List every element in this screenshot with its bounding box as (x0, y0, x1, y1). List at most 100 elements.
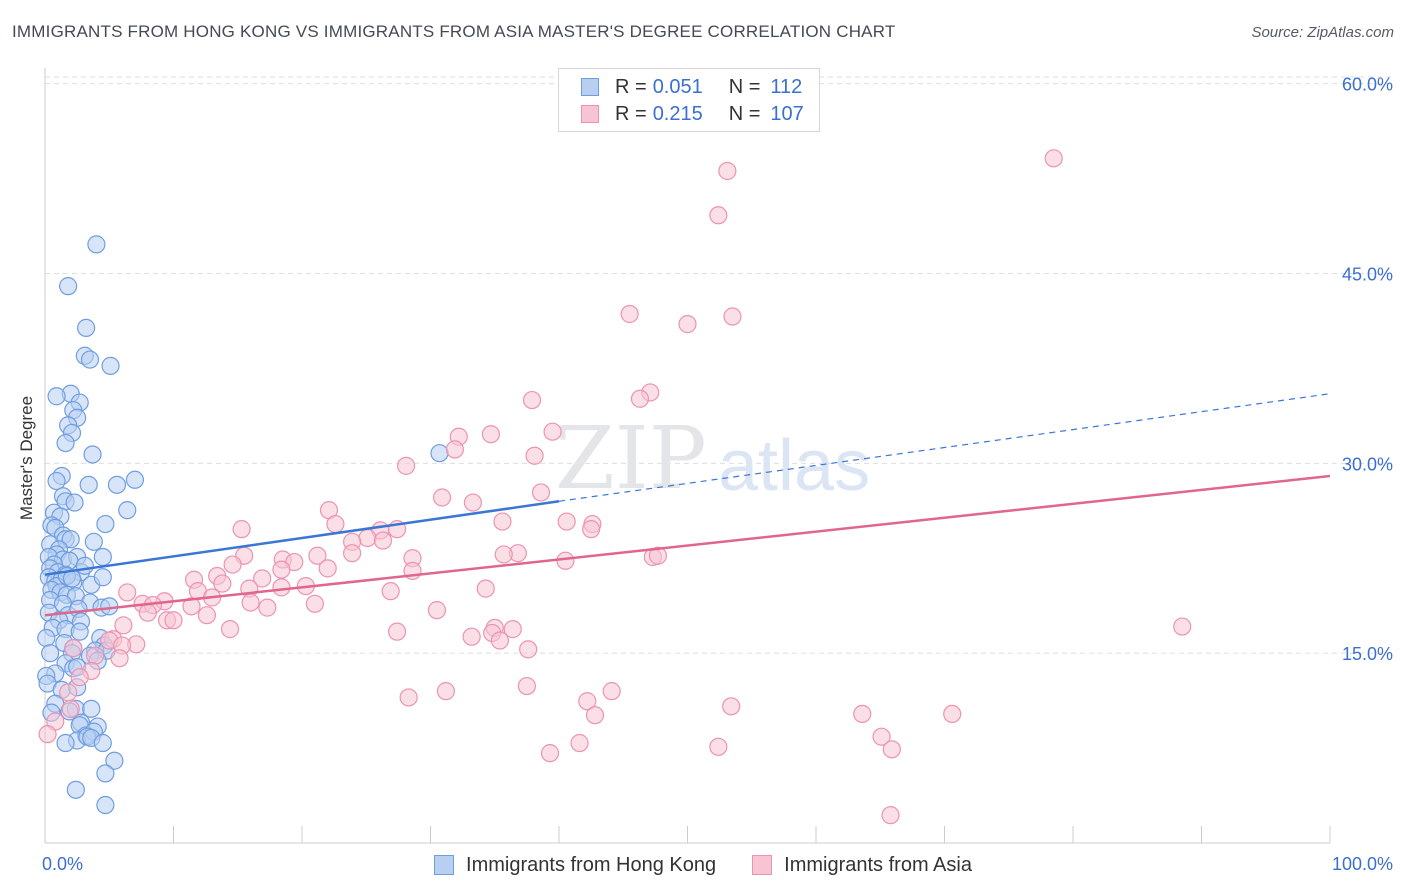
data-point (41, 644, 60, 663)
data-point (47, 471, 66, 491)
data-point (118, 583, 137, 602)
data-point (59, 277, 78, 296)
data-point (582, 520, 601, 539)
data-point (522, 390, 542, 410)
data-point (630, 389, 650, 408)
data-point (70, 622, 89, 641)
data-point (463, 493, 483, 512)
data-point (114, 616, 133, 635)
n-label: N = (728, 102, 761, 125)
data-point (436, 682, 456, 701)
data-point (64, 639, 83, 658)
chart-title: IMMIGRANTS FROM HONG KONG VS IMMIGRANTS … (12, 22, 896, 41)
correlation-legend: R = 0.051 N = 112 R = 0.215 N = 107 (558, 68, 820, 132)
trend-line-asia (44, 474, 1331, 617)
data-point (164, 611, 183, 630)
data-point (490, 631, 509, 650)
data-point (56, 433, 75, 453)
n-label: N = (728, 75, 761, 98)
data-point (80, 350, 100, 369)
data-point (493, 512, 512, 531)
data-point (722, 697, 741, 716)
data-point (272, 560, 291, 579)
legend-swatch-blue (434, 855, 455, 875)
r-value: 0.051 (652, 75, 703, 98)
data-point (648, 546, 668, 565)
data-point (481, 425, 500, 444)
data-point (101, 356, 120, 375)
data-point (570, 733, 589, 753)
trend-line-hong-kong-extension (558, 393, 1331, 502)
x-tick-label: 0.0% (42, 854, 83, 874)
data-point (61, 699, 80, 718)
data-point (79, 475, 98, 494)
data-point (543, 422, 562, 441)
data-point (59, 683, 78, 702)
data-point (1044, 149, 1063, 168)
data-point (308, 546, 327, 565)
data-point (56, 733, 75, 753)
data-point (83, 445, 102, 464)
data-point (602, 682, 621, 701)
legend-label: Immigrants from Asia (784, 853, 972, 876)
data-point (213, 574, 232, 593)
data-point (432, 488, 452, 507)
data-point (585, 706, 605, 725)
data-point (318, 559, 337, 578)
data-point (96, 795, 115, 815)
data-point (881, 806, 900, 825)
n-value: 112 (770, 75, 803, 98)
data-point (125, 470, 145, 489)
data-point (556, 551, 575, 570)
data-point (1173, 617, 1192, 636)
data-point (96, 514, 115, 534)
data-point (241, 593, 260, 612)
data-point (258, 598, 277, 617)
grid-lines (45, 76, 1393, 654)
legend-item-hong-kong: Immigrants from Hong Kong (434, 854, 716, 877)
data-point (525, 446, 544, 465)
data-point (462, 627, 481, 646)
data-point (61, 530, 80, 549)
data-point (427, 601, 447, 620)
data-point (93, 547, 112, 567)
r-label: R = (615, 75, 647, 98)
data-point (517, 676, 536, 696)
data-point (709, 206, 728, 225)
data-point (305, 594, 324, 613)
data-point (38, 725, 57, 744)
data-point (105, 751, 124, 770)
tick-labels: 15.0% 30.0% 45.0% 60.0% 0.0% 100.0% (42, 75, 1393, 874)
data-point (197, 606, 217, 625)
data-point (84, 532, 103, 551)
data-point (882, 740, 901, 759)
n-value: 107 (770, 102, 804, 125)
data-point (943, 704, 962, 724)
data-point (253, 569, 272, 588)
data-point (82, 699, 101, 718)
data-point (272, 578, 291, 597)
data-point (93, 733, 112, 753)
data-point (540, 744, 560, 763)
data-point (519, 640, 538, 659)
data-point (110, 649, 129, 668)
data-point (96, 764, 115, 783)
data-point (718, 161, 737, 181)
y-tick-label: 45.0% (1342, 264, 1393, 284)
series-legend: Immigrants from Hong Kong Immigrants fro… (0, 852, 1406, 878)
data-point (65, 493, 84, 512)
data-point (445, 440, 465, 459)
data-point (86, 646, 105, 665)
data-point (381, 582, 400, 601)
data-point (326, 514, 345, 534)
data-point (66, 780, 85, 799)
data-point (430, 444, 449, 463)
data-point (503, 620, 522, 639)
data-point (723, 307, 742, 326)
data-point (182, 597, 201, 616)
data-point (37, 628, 56, 648)
data-point (557, 512, 576, 531)
r-value: 0.215 (652, 102, 703, 125)
data-point (75, 556, 94, 575)
